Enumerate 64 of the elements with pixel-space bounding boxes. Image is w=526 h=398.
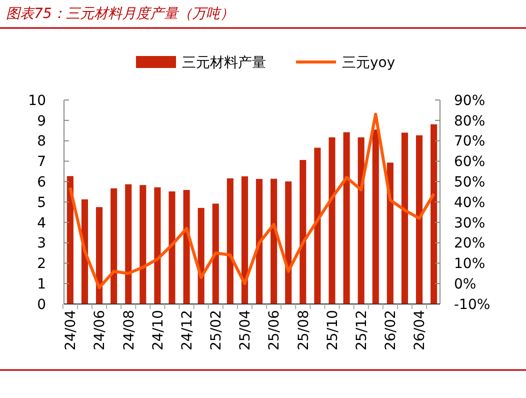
bar bbox=[110, 188, 118, 304]
y-tick-label: 1 bbox=[37, 276, 46, 292]
x-tick-label: 26/04 bbox=[412, 310, 428, 350]
x-tick-label: 24/06 bbox=[92, 310, 108, 350]
bar bbox=[198, 208, 204, 304]
bar bbox=[328, 137, 336, 304]
bar bbox=[285, 181, 292, 304]
y-tick-label: 6 bbox=[37, 174, 46, 190]
y2-tick-label: 80% bbox=[454, 113, 486, 130]
y-tick-label: 10 bbox=[28, 92, 46, 109]
y2-tick-label: -10% bbox=[454, 296, 490, 313]
y2-tick-label: 70% bbox=[454, 134, 486, 150]
y-tick-label: 7 bbox=[37, 154, 46, 170]
y-tick-label: 3 bbox=[37, 236, 46, 252]
line-series bbox=[68, 112, 436, 290]
legend-label: 三元材料产量 bbox=[182, 54, 266, 71]
x-tick-label: 25/08 bbox=[296, 310, 312, 350]
y2-tick-label: 60% bbox=[454, 154, 486, 170]
y-tick-label: 8 bbox=[37, 134, 46, 150]
bar bbox=[66, 176, 74, 304]
bar bbox=[314, 148, 321, 304]
chart-title: 图表75：三元材料月度产量（万吨） bbox=[6, 6, 234, 22]
y2-tick-label: 0% bbox=[454, 276, 476, 292]
x-tick-label: 24/08 bbox=[121, 310, 138, 350]
y-tick-label: 5 bbox=[37, 194, 46, 211]
x-tick-label: 24/12 bbox=[179, 310, 196, 350]
bar bbox=[241, 176, 248, 304]
bar bbox=[96, 207, 103, 304]
x-tick-label: 25/06 bbox=[266, 310, 283, 350]
y2-tick-label: 30% bbox=[454, 215, 486, 232]
bar bbox=[212, 204, 219, 304]
bar bbox=[372, 130, 379, 304]
x-tick-label: 25/12 bbox=[354, 310, 370, 350]
bar bbox=[154, 187, 161, 304]
bar bbox=[358, 137, 364, 304]
x-tick-label: 24/10 bbox=[150, 310, 166, 350]
y2-tick-label: 40% bbox=[454, 194, 486, 211]
bar bbox=[183, 190, 190, 304]
bar bbox=[430, 124, 438, 304]
y-tick-label: 2 bbox=[37, 256, 46, 272]
bar bbox=[416, 135, 423, 304]
y2-tick-label: 20% bbox=[454, 236, 486, 252]
bar bbox=[140, 185, 146, 304]
y2-tick-label: 90% bbox=[454, 92, 486, 109]
bar bbox=[343, 132, 350, 304]
bar bbox=[270, 178, 278, 304]
y-tick-label: 4 bbox=[37, 215, 46, 232]
bar bbox=[168, 191, 176, 304]
legend-label: 三元yoy bbox=[342, 54, 396, 71]
x-tick-label: 25/04 bbox=[238, 310, 254, 350]
bar bbox=[401, 132, 408, 304]
bar bbox=[226, 178, 234, 304]
y-tick-label: 0 bbox=[37, 296, 46, 313]
y2-tick-label: 10% bbox=[454, 256, 486, 272]
bar bbox=[386, 162, 394, 304]
bar bbox=[125, 184, 132, 304]
x-tick-label: 24/04 bbox=[63, 310, 80, 350]
y2-tick-label: 50% bbox=[454, 174, 486, 190]
y-tick-label: 9 bbox=[37, 113, 46, 130]
bar bbox=[300, 160, 306, 304]
bar bbox=[256, 178, 263, 304]
x-tick-label: 26/02 bbox=[383, 310, 400, 350]
x-tick-label: 25/10 bbox=[324, 310, 341, 350]
x-tick-label: 25/02 bbox=[208, 310, 225, 350]
